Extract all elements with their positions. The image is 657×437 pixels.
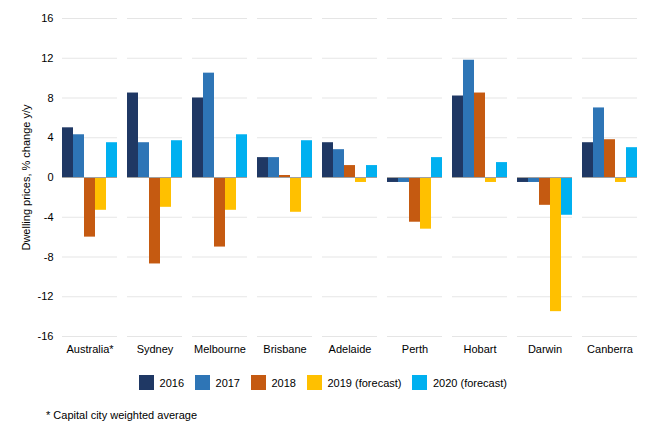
svg-text:Dwelling prices, % change y/y: Dwelling prices, % change y/y [20,104,32,251]
html-text:2017: 2017 [215,376,240,389]
svg-text:Darwin: Darwin [528,343,562,355]
svg-text:0: 0 [47,171,53,183]
svg-text:Perth: Perth [402,343,428,355]
html-text:2018: 2018 [271,376,296,389]
svg-text:-4: -4 [44,211,54,223]
svg-text:Canberra: Canberra [587,343,634,355]
svg-text:16: 16 [41,12,53,24]
svg-text:-16: -16 [38,330,54,342]
svg-text:Brisbane: Brisbane [263,343,306,355]
html-text:2016: 2016 [159,376,184,389]
svg-text:Melbourne: Melbourne [194,343,246,355]
svg-text:12: 12 [41,52,53,64]
html-text:2020 (forecast): 2020 (forecast) [433,376,507,389]
html-text:2019 (forecast): 2019 (forecast) [327,376,402,389]
html-text:* Capital city weighted averag: * Capital city weighted average [46,408,197,421]
svg-text:Hobart: Hobart [463,343,496,355]
svg-text:Sydney: Sydney [137,343,174,355]
svg-text:-12: -12 [38,290,54,302]
svg-text:-8: -8 [44,251,54,263]
svg-text:Adelaide: Adelaide [329,343,372,355]
svg-text:Australia*: Australia* [66,343,114,355]
svg-text:4: 4 [47,131,53,143]
svg-text:8: 8 [47,92,53,104]
